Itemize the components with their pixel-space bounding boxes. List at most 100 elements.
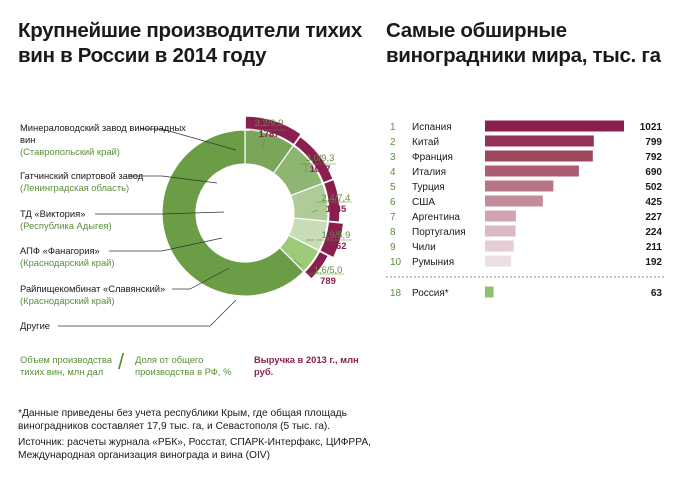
bar-value-label: 211 bbox=[646, 242, 663, 253]
bar-7 bbox=[485, 210, 516, 222]
bar-category-label: Румыния bbox=[412, 257, 454, 268]
bar-4 bbox=[485, 165, 579, 177]
legend-volume: Объем производства тихих вин, млн дал bbox=[20, 354, 112, 377]
volume-share-value: 1,6/5,0 bbox=[313, 264, 343, 275]
bar-value-label: 224 bbox=[645, 227, 662, 238]
volume-share-value: 3,0/9,3 bbox=[305, 152, 335, 163]
right-chart-title: Самые обширные виноградники мира, тыс. г… bbox=[386, 19, 661, 67]
bar-rank: 2 bbox=[390, 137, 396, 148]
producer-name: ТД «Виктория» bbox=[20, 208, 86, 219]
revenue-arc-4 bbox=[320, 222, 343, 257]
bar-category-label: Россия* bbox=[412, 288, 449, 299]
bar-rank: 5 bbox=[390, 182, 396, 193]
bar-1 bbox=[485, 120, 624, 132]
bar-value-label: 425 bbox=[645, 197, 662, 208]
bar-category-label: Италия bbox=[412, 167, 446, 178]
bar-category-label: Испания bbox=[412, 122, 452, 133]
bar-rank: 6 bbox=[390, 197, 396, 208]
volume-share-value: 1,9/5,9 bbox=[321, 229, 351, 240]
legend-revenue: Выручка в 2013 г., млн руб. bbox=[254, 354, 359, 377]
revenue-arc-3 bbox=[324, 180, 340, 222]
bar-value-label: 502 bbox=[645, 182, 662, 193]
source-note: Источник: расчеты журнала «РБК», Росстат… bbox=[18, 437, 371, 461]
producer-label-2: Гатчинский спиртовой завод (Ленинградска… bbox=[20, 170, 190, 194]
segment-label-5: 1,6/5,0 789 bbox=[300, 264, 356, 286]
bar-3 bbox=[485, 150, 593, 162]
producer-region: (Республика Адыгея) bbox=[20, 220, 112, 231]
left-chart-title: Крупнейшие производители тихих вин в Рос… bbox=[18, 19, 362, 67]
bar-category-label: Аргентина bbox=[412, 212, 460, 223]
bar-2 bbox=[485, 135, 594, 147]
donut-segment-6 bbox=[161, 129, 305, 297]
revenue-value: 1007 bbox=[309, 163, 331, 174]
revenue-arc-5 bbox=[305, 251, 328, 279]
legend-separator: / bbox=[118, 349, 125, 374]
bar-value-label: 690 bbox=[645, 167, 662, 178]
revenue-value: 1787 bbox=[258, 128, 280, 139]
bar-category-label: Франция bbox=[412, 152, 453, 163]
bar-8 bbox=[485, 225, 516, 237]
producer-label-5: Райпищекомбинат «Славянский» (Краснодарс… bbox=[20, 283, 190, 307]
bar-6 bbox=[485, 195, 543, 207]
producer-label-1: Минераловодский завод виноградных вин (С… bbox=[20, 122, 190, 158]
producer-region: (Краснодарский край) bbox=[20, 257, 115, 268]
label-connector-5 bbox=[293, 259, 303, 267]
segment-label-4: 1,9/5,9 2462 bbox=[308, 229, 364, 251]
producer-region: (Ленинградская область) bbox=[20, 182, 130, 193]
bar-rank: 10 bbox=[390, 257, 402, 268]
bar-rank: 8 bbox=[390, 227, 396, 238]
producer-label-4: АПФ «Фанагория» (Краснодарский край) bbox=[20, 245, 190, 269]
producer-label-3: ТД «Виктория» (Республика Адыгея) bbox=[20, 208, 190, 232]
bar-9 bbox=[485, 240, 514, 252]
leader-line-3 bbox=[95, 211, 225, 215]
producer-name: Гатчинский спиртовой завод bbox=[20, 170, 144, 181]
bar-category-label: Китай bbox=[412, 137, 439, 148]
bar-rank: 4 bbox=[390, 167, 396, 178]
producer-name: Райпищекомбинат «Славянский» bbox=[20, 283, 166, 294]
segment-label-3: 2,4/7,4 1145 bbox=[308, 192, 364, 214]
leader-line-6 bbox=[58, 299, 237, 327]
bar-category-label: Португалия bbox=[412, 227, 466, 238]
bar-value-label: 63 bbox=[651, 288, 663, 299]
bar-rank: 9 bbox=[390, 242, 396, 253]
producer-region: (Ставропольский край) bbox=[20, 146, 120, 157]
revenue-value: 2462 bbox=[325, 240, 347, 251]
bar-value-label: 192 bbox=[645, 257, 662, 268]
leader-line-4 bbox=[109, 237, 223, 252]
leader-line-2 bbox=[128, 175, 218, 184]
segment-label-1: 3,2/9,9 1787 bbox=[241, 117, 297, 139]
producer-label-6: Другие bbox=[20, 320, 190, 332]
bar-11 bbox=[485, 286, 494, 298]
producer-region: (Краснодарский край) bbox=[20, 295, 115, 306]
segment-label-2: 3,0/9,3 1007 bbox=[292, 152, 348, 174]
bar-category-label: Чили bbox=[412, 242, 436, 253]
producer-name: Минераловодский завод виноградных вин bbox=[20, 122, 186, 145]
bar-value-label: 1021 bbox=[640, 122, 663, 133]
bar-category-label: США bbox=[412, 197, 435, 208]
bar-value-label: 792 bbox=[645, 152, 662, 163]
legend-share: Доля от общего производства в РФ, % bbox=[135, 354, 232, 377]
producer-name: АПФ «Фанагория» bbox=[20, 245, 100, 256]
producer-name: Другие bbox=[20, 320, 51, 331]
revenue-value: 1145 bbox=[325, 203, 347, 214]
footnote: *Данные приведены без учета республики К… bbox=[18, 408, 347, 432]
leader-line-1 bbox=[141, 128, 237, 151]
revenue-arc-2 bbox=[294, 137, 333, 183]
bar-value-label: 799 bbox=[645, 137, 662, 148]
label-connector-3 bbox=[311, 209, 319, 213]
leader-line-5 bbox=[172, 267, 230, 290]
bar-5 bbox=[485, 180, 554, 192]
bar-category-label: Турция bbox=[412, 182, 445, 193]
revenue-arc-1 bbox=[245, 116, 301, 144]
label-connector-1 bbox=[261, 138, 266, 149]
revenue-value: 789 bbox=[320, 275, 336, 286]
bar-value-label: 227 bbox=[645, 212, 662, 223]
volume-share-value: 3,2/9,9 bbox=[254, 117, 284, 128]
bar-rank: 7 bbox=[390, 212, 396, 223]
bar-rank: 3 bbox=[390, 152, 396, 163]
bar-rank: 1 bbox=[390, 122, 396, 133]
bar-rank: 18 bbox=[390, 288, 402, 299]
bar-10 bbox=[485, 255, 512, 267]
volume-share-value: 2,4/7,4 bbox=[321, 192, 351, 203]
